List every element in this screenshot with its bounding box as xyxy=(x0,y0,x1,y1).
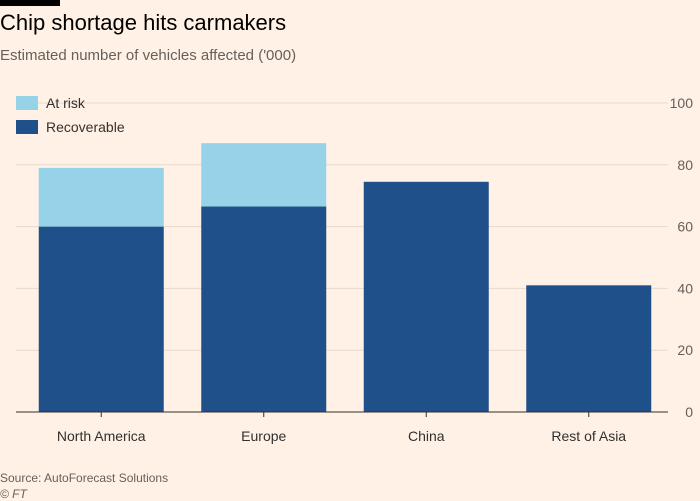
x-tick-label: Europe xyxy=(241,428,286,444)
x-tick-label: Rest of Asia xyxy=(551,428,626,444)
x-tick-label: China xyxy=(408,428,445,444)
axes: 0 20 40 60 80 100 North America Europe China Rest… xyxy=(16,95,693,444)
legend: At risk Recoverable xyxy=(16,95,125,135)
bar-at-risk-north-america xyxy=(38,167,164,227)
y-tick-label: 80 xyxy=(677,157,693,173)
copyright-note: © FT xyxy=(0,487,27,501)
legend-swatch-recoverable xyxy=(16,120,38,134)
top-rule xyxy=(0,0,60,6)
y-tick-label: 40 xyxy=(677,280,693,296)
bar-recoverable-europe xyxy=(201,206,327,412)
chart-title: Chip shortage hits carmakers xyxy=(0,10,287,35)
chart-subtitle: Estimated number of vehicles affected ('… xyxy=(0,47,297,64)
y-tick-label: 100 xyxy=(670,95,694,111)
x-tick-label: North America xyxy=(57,428,146,444)
legend-label: At risk xyxy=(46,95,86,111)
bar-recoverable-china xyxy=(363,181,489,412)
y-tick-label: 0 xyxy=(685,404,693,420)
bars xyxy=(38,143,652,412)
legend-label: Recoverable xyxy=(46,119,125,135)
y-tick-label: 20 xyxy=(677,342,693,358)
bar-at-risk-europe xyxy=(201,143,327,207)
source-note: Source: AutoForecast Solutions xyxy=(0,471,169,485)
y-tick-label: 60 xyxy=(677,219,693,235)
bar-recoverable-north-america xyxy=(38,226,164,412)
bar-recoverable-rest-of-asia xyxy=(526,285,652,412)
legend-swatch-at-risk xyxy=(16,96,38,110)
